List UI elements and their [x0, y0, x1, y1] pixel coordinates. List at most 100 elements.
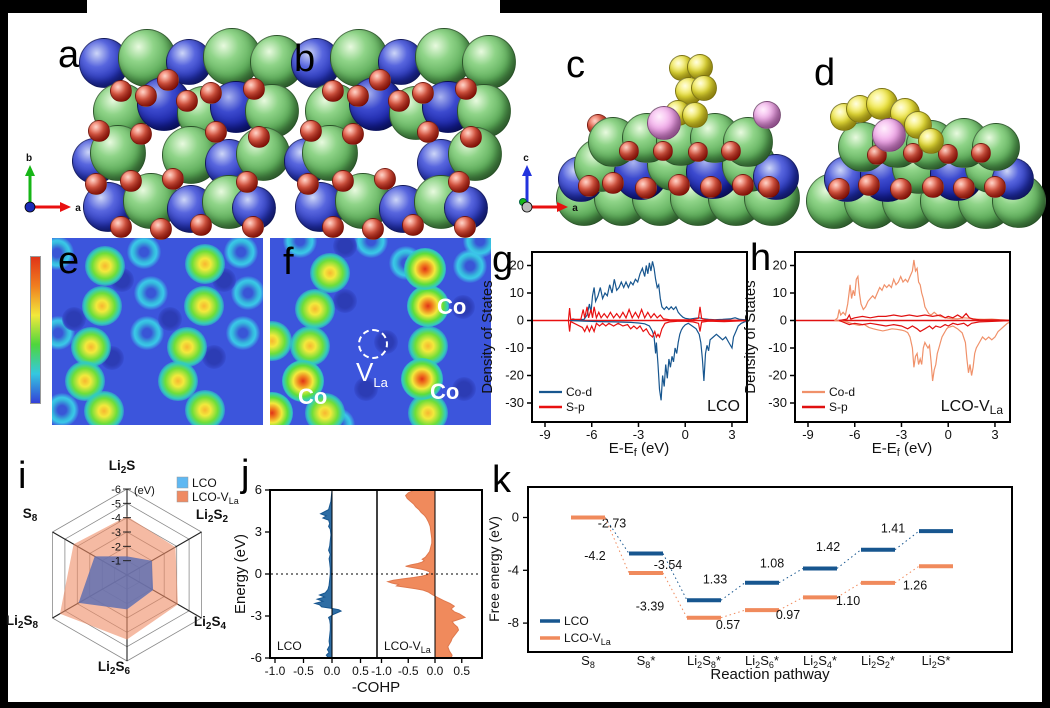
panel-label-e: e [58, 240, 80, 282]
atom-Y [918, 128, 944, 154]
atom-R [322, 80, 344, 102]
atom-R [402, 214, 424, 236]
top-white-strip [87, 0, 500, 14]
panel-label-f: f [283, 241, 294, 283]
charge-spot [226, 316, 260, 350]
atom-R [110, 216, 132, 238]
atom-R [903, 143, 923, 163]
atom-R [388, 90, 410, 112]
co-atom-label: Co [437, 294, 467, 319]
atom-R [984, 176, 1006, 198]
atom-R [460, 126, 482, 148]
panel-label-d: d [814, 52, 836, 94]
atom-R [448, 171, 470, 193]
charge-spot [71, 327, 111, 367]
atom-R [297, 173, 319, 195]
charge-spot [333, 238, 357, 258]
charge-spot [270, 392, 293, 425]
atom-R [890, 178, 912, 200]
co-atom-label: Co [298, 384, 328, 409]
atom-R [88, 120, 110, 142]
atom-R [362, 218, 384, 240]
atom-R [721, 141, 741, 161]
atom-R [236, 171, 258, 193]
atom-R [700, 176, 722, 198]
atom-P [647, 106, 681, 140]
panel-label-j: j [241, 453, 250, 495]
charge-spot [354, 238, 388, 258]
atom-R [200, 82, 222, 104]
atom-R [342, 123, 364, 145]
atom-R [369, 69, 391, 91]
atom-R [374, 168, 396, 190]
charge-spot [283, 238, 317, 258]
atom-R [828, 178, 850, 200]
atom-R [205, 121, 227, 143]
atom-R [578, 175, 600, 197]
atom-R [953, 177, 975, 199]
charge-spot [184, 286, 224, 326]
charge-spot [185, 390, 225, 425]
atom-R [150, 218, 172, 240]
charge-spot [85, 246, 125, 286]
atom-R [190, 214, 212, 236]
panel-label-h: h [750, 237, 772, 279]
atom-P [753, 101, 781, 129]
atom-R [635, 177, 657, 199]
atom-R [332, 170, 354, 192]
la-vacancy-circle [358, 329, 388, 359]
panel-label-c: c [566, 44, 585, 86]
atom-R [454, 216, 476, 238]
la-vacancy-label: VLa [356, 357, 388, 391]
charge-spot [185, 244, 225, 284]
charge-spot [158, 307, 182, 331]
atom-R [922, 176, 944, 198]
atom-R [412, 82, 434, 104]
charge-density-colorbar [30, 256, 41, 404]
charge-spot [295, 289, 335, 329]
atom-R [619, 141, 639, 161]
atom-R [938, 144, 958, 164]
atom-Y [691, 75, 717, 101]
atom-R [417, 121, 439, 143]
charge-spot [167, 327, 207, 367]
charge-spot [84, 391, 124, 425]
charge-spot [290, 326, 330, 366]
charge-spot [134, 276, 168, 310]
atom-R [732, 174, 754, 196]
charge-spot [127, 238, 161, 269]
charge-spot [404, 248, 446, 290]
charge-spot [282, 360, 324, 402]
atom-R [347, 85, 369, 107]
atom-P [872, 118, 906, 152]
charge-spot [270, 321, 292, 361]
atom-R [85, 173, 107, 195]
atom-R [455, 78, 477, 100]
panel-label-i: i [18, 455, 27, 497]
charge-density-map-lco-vla: Co Co Co VLa [270, 238, 491, 425]
atom-R [668, 174, 690, 196]
atom-R [242, 216, 264, 238]
charge-spot [231, 276, 263, 310]
charge-spot [310, 253, 350, 293]
atom-R [243, 78, 265, 100]
atom-R [688, 142, 708, 162]
atom-R [176, 90, 198, 112]
atom-R [300, 120, 322, 142]
panel-label-g: g [492, 239, 514, 281]
atom-R [653, 141, 673, 161]
atom-R [322, 216, 344, 238]
atom-R [858, 174, 880, 196]
atom-R [135, 85, 157, 107]
co-atom-label: Co [430, 379, 460, 404]
charge-spot [333, 289, 357, 313]
atom-R [120, 170, 142, 192]
charge-spot [82, 286, 122, 326]
atom-R [162, 168, 184, 190]
charge-spot [52, 238, 74, 270]
charge-spot [354, 377, 378, 401]
panel-label-k: k [492, 459, 511, 501]
atom-Y [682, 102, 708, 128]
charge-spot [401, 358, 443, 400]
